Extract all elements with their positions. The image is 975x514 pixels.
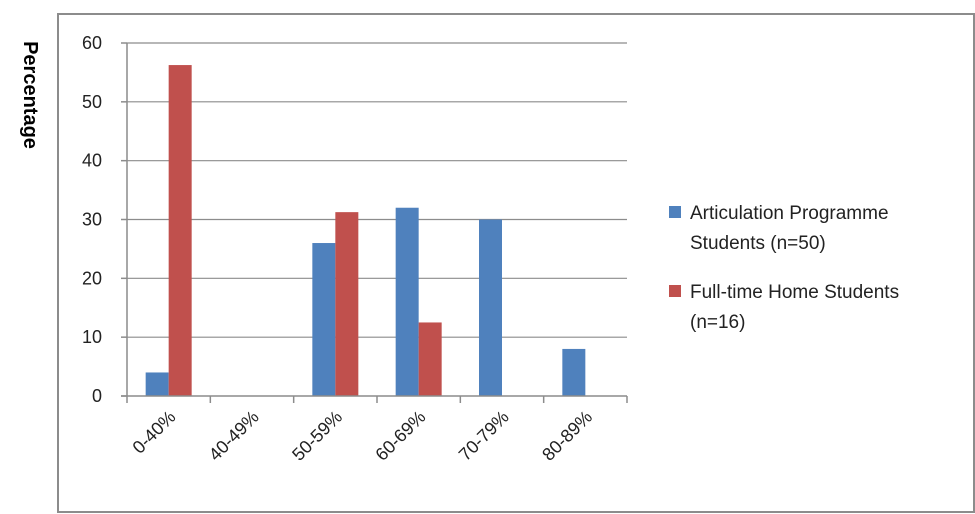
legend: Articulation Programme Students (n=50) Ful… — [669, 203, 899, 333]
legend-label-series2-line2: (n=16) — [690, 312, 745, 333]
bar-series1-70-79% — [479, 219, 502, 396]
legend-swatch-series1 — [669, 206, 681, 218]
chart-frame — [57, 13, 975, 513]
y-tick-label-20: 20 — [82, 268, 102, 288]
legend-label-series1-line1: Articulation Programme — [690, 203, 889, 224]
axes — [121, 42, 628, 403]
y-tick-label-60: 60 — [82, 33, 102, 53]
bar-series2-0-40% — [168, 65, 192, 396]
bar-series1-80-89% — [562, 348, 586, 396]
bar-series2-50-59% — [335, 212, 359, 396]
bars — [145, 65, 586, 396]
bar-series1-0-40% — [145, 372, 169, 396]
bar-series1-60-69% — [395, 207, 419, 396]
bar-series2-60-69% — [418, 322, 442, 396]
gridlines — [127, 42, 627, 338]
y-tick-label-40: 40 — [82, 151, 102, 171]
legend-label-series2-line1: Full-time Home Students — [690, 282, 899, 303]
y-tick-label-30: 30 — [82, 210, 102, 230]
y-tick-labels: 0 10 20 30 40 50 60 — [82, 33, 102, 406]
y-axis-label: Percentage — [19, 41, 41, 149]
legend-swatch-series2 — [669, 285, 681, 297]
bar-series1-50-59% — [312, 243, 336, 396]
legend-label-series1-line2: Students (n=50) — [690, 233, 826, 254]
y-tick-label-50: 50 — [82, 92, 102, 112]
y-tick-label-0: 0 — [92, 386, 102, 406]
y-tick-label-10: 10 — [82, 327, 102, 347]
